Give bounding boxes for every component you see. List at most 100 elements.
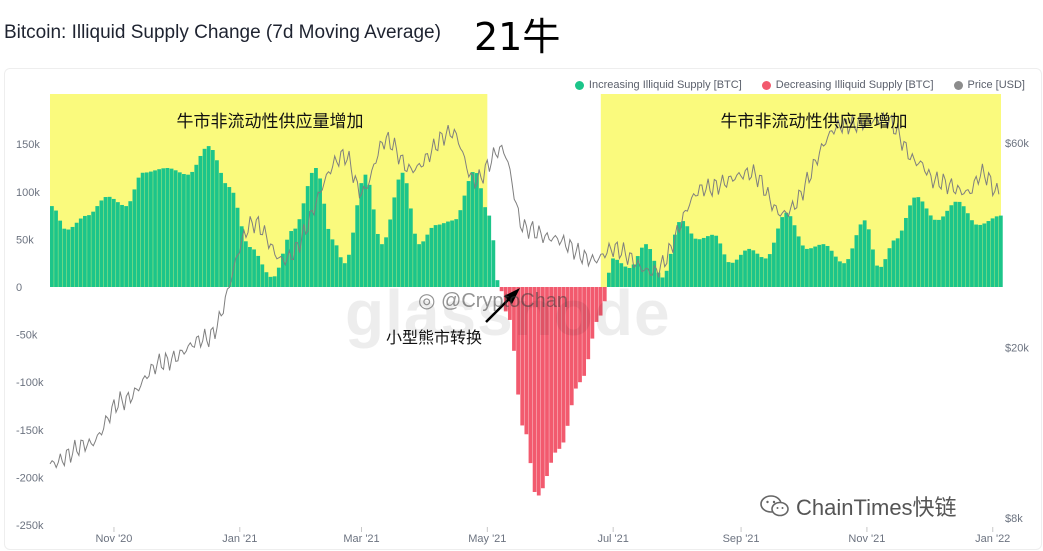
bar-increasing	[875, 265, 879, 287]
bar-increasing	[842, 263, 846, 287]
bar-increasing	[334, 245, 339, 287]
y-right-tick-label: $20k	[1005, 342, 1029, 354]
bar-increasing	[673, 234, 677, 287]
bar-increasing	[858, 224, 863, 287]
bar-increasing	[149, 171, 153, 287]
bar-increasing	[891, 240, 896, 287]
bar-increasing	[664, 270, 669, 287]
bar-decreasing	[573, 287, 578, 389]
x-tick-label: Jan '22	[975, 533, 1010, 545]
bar-increasing	[606, 272, 611, 287]
bar-increasing	[908, 205, 912, 287]
bar-increasing	[107, 196, 112, 287]
bar-increasing	[994, 216, 999, 287]
bar-increasing	[441, 223, 446, 287]
bar-increasing	[685, 226, 690, 287]
legend-decreasing[interactable]: Decreasing Illiquid Supply [BTC]	[761, 79, 934, 91]
annotation-bull-left: 牛市非流动性供应量增加	[177, 112, 364, 132]
annotation-bear: 小型熊市转换	[386, 328, 482, 347]
bar-increasing	[965, 213, 970, 287]
bar-increasing	[924, 208, 929, 287]
bar-increasing	[833, 256, 838, 287]
bar-increasing	[941, 216, 945, 287]
bar-increasing	[190, 171, 195, 287]
y-left-tick-label: -100k	[16, 377, 44, 389]
x-tick-label: Nov '20	[95, 533, 132, 545]
bar-increasing	[417, 244, 421, 287]
bar-increasing	[990, 218, 995, 287]
bar-increasing	[458, 210, 463, 287]
bar-increasing	[850, 248, 855, 287]
bar-increasing	[739, 254, 743, 287]
bar-increasing	[70, 226, 75, 287]
bar-increasing	[215, 160, 219, 287]
bar-increasing	[380, 244, 384, 287]
x-tick-label: Mar '21	[343, 533, 379, 545]
bar-increasing	[706, 236, 710, 287]
bar-increasing	[491, 240, 496, 287]
bar-increasing	[970, 220, 974, 287]
bar-increasing	[838, 261, 842, 287]
bar-increasing	[949, 205, 954, 287]
legend-price[interactable]: Price [USD]	[953, 79, 1025, 91]
bar-increasing	[450, 220, 454, 287]
bar-increasing	[169, 168, 174, 287]
bar-increasing	[895, 238, 900, 287]
bar-increasing	[479, 188, 483, 287]
bar-increasing	[433, 225, 438, 287]
bar-increasing	[256, 255, 261, 287]
bar-increasing	[367, 184, 372, 287]
bar-increasing	[817, 244, 822, 287]
bar-increasing	[792, 225, 797, 287]
bar-increasing	[862, 220, 867, 287]
bar-increasing	[404, 183, 409, 287]
bar-increasing	[883, 259, 888, 287]
annotation-arrow-head	[504, 288, 520, 304]
y-left-tick-label: -50k	[16, 330, 38, 342]
x-tick-label: Jul '21	[597, 533, 628, 545]
bar-decreasing	[503, 287, 508, 312]
bar-increasing	[627, 267, 632, 287]
bar-increasing	[937, 219, 941, 287]
bar-increasing	[186, 174, 190, 287]
bar-increasing	[144, 172, 149, 287]
bar-increasing	[338, 257, 343, 287]
bar-increasing	[710, 234, 714, 287]
weibo-icon: ◎	[418, 290, 436, 312]
bar-increasing	[326, 228, 331, 287]
bar-increasing	[74, 222, 79, 287]
bar-increasing	[91, 211, 96, 287]
bar-decreasing	[540, 287, 545, 489]
bar-increasing	[132, 189, 137, 287]
bar-increasing	[198, 155, 203, 287]
bar-increasing	[784, 212, 789, 287]
bar-decreasing	[565, 287, 570, 426]
bar-increasing	[701, 237, 706, 287]
bar-increasing	[928, 215, 933, 287]
bar-increasing	[611, 258, 615, 287]
bar-increasing	[309, 172, 314, 287]
bar-increasing	[355, 205, 360, 287]
bar-increasing	[800, 245, 805, 287]
bar-increasing	[681, 221, 686, 287]
bar-increasing	[58, 220, 63, 287]
bar-increasing	[252, 249, 256, 287]
bar-increasing	[813, 246, 818, 287]
bar-increasing	[974, 224, 978, 287]
bar-decreasing	[557, 287, 562, 449]
bar-increasing	[359, 183, 364, 287]
bar-increasing	[796, 236, 801, 287]
bar-increasing	[161, 168, 166, 287]
bar-increasing	[809, 248, 813, 287]
y-left-tick-label: 50k	[16, 234, 34, 246]
bar-increasing	[227, 187, 232, 287]
bar-decreasing	[594, 287, 599, 322]
glassnode-watermark: glassnode	[345, 277, 671, 349]
legend-price-dot	[953, 80, 963, 90]
bar-increasing	[268, 276, 273, 287]
bar-decreasing	[586, 287, 591, 360]
legend-increasing[interactable]: Increasing Illiquid Supply [BTC]	[574, 79, 742, 91]
bar-increasing	[763, 258, 768, 287]
bar-decreasing	[590, 287, 595, 339]
bar-increasing	[957, 201, 962, 287]
